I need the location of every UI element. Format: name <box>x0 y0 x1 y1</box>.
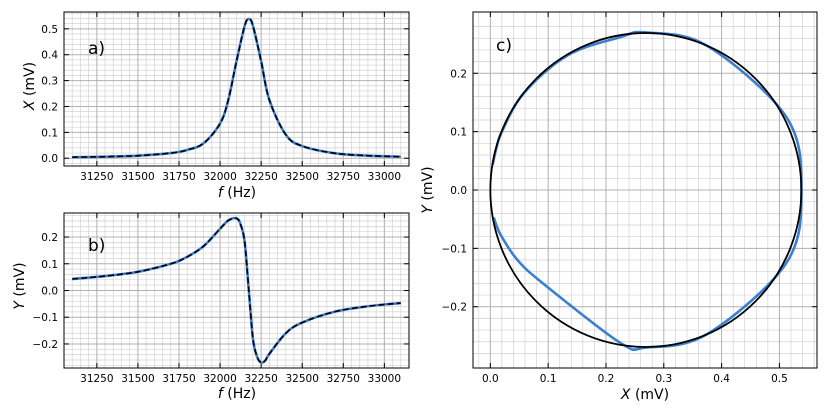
x-tick-label-b: 33000 <box>368 373 401 385</box>
ylabel-a: X (mV) <box>22 62 38 111</box>
series-group-c <box>489 30 803 352</box>
xlabel-a-unit: (Hz) <box>227 185 256 201</box>
x-tick-label-b: 32750 <box>327 373 360 385</box>
plot-frame-c <box>472 11 818 369</box>
panel-c: c) X (mV) Y (mV) 0.0 0.1 0.2 0.3 0.4 0.5 −0.2 −… <box>420 11 818 403</box>
grid-a <box>64 12 409 166</box>
x-tick-label-a: 33000 <box>368 171 401 183</box>
x-tick-label-a: 31500 <box>121 171 154 183</box>
x-tick-label-c: 0.0 <box>482 373 499 385</box>
y-tick-label-b: 0.2 <box>41 232 58 244</box>
y-tick-label-a: 0.3 <box>41 76 58 88</box>
ylabel-c-unit: (mV) <box>420 166 436 200</box>
xlabel-c: X (mV) <box>620 387 669 403</box>
y-tick-label-a: 0.1 <box>41 127 58 139</box>
plot-frame-b <box>63 212 410 369</box>
x-tick-label-b: 32500 <box>286 373 319 385</box>
ylabel-a-var: X <box>22 100 38 111</box>
x-tick-label-c: 0.3 <box>655 373 672 385</box>
series-group-a <box>72 17 401 159</box>
x-tick-label-b: 31250 <box>80 373 113 385</box>
panel-label-b: b) <box>88 236 105 256</box>
ylabel-c: Y (mV) <box>420 166 436 213</box>
fit-line-b <box>72 217 401 364</box>
ylabel-b-var: Y <box>12 300 28 310</box>
ylabel-b-unit: (mV) <box>12 262 28 296</box>
grid-c <box>473 12 817 368</box>
y-tick-label-c: −0.1 <box>442 243 468 255</box>
x-tick-label-a: 32500 <box>286 171 319 183</box>
x-tick-label-b: 32250 <box>244 373 277 385</box>
x-tick-label-a: 31250 <box>80 171 113 183</box>
y-tick-label-a: 0.2 <box>41 101 58 113</box>
x-tick-label-a: 32000 <box>203 171 236 183</box>
panel-label-c: c) <box>496 36 512 56</box>
grid-b <box>64 213 409 368</box>
y-tick-label-a: 0.0 <box>41 153 58 165</box>
x-tick-label-a: 32750 <box>327 171 360 183</box>
xlabel-a-var: f <box>218 185 225 201</box>
y-tick-label-b: −0.1 <box>33 312 59 324</box>
x-tick-label-a: 31750 <box>162 171 195 183</box>
y-tick-label-b: −0.2 <box>33 339 59 351</box>
y-tick-label-b: 0.1 <box>41 259 58 271</box>
xlabel-b: f (Hz) <box>218 386 256 402</box>
x-tick-label-b: 32000 <box>203 373 236 385</box>
y-tick-label-a: 0.4 <box>41 50 58 62</box>
x-tick-label-b: 31500 <box>121 373 154 385</box>
y-tick-label-b: 0.0 <box>41 286 58 298</box>
ylabel-c-var: Y <box>420 204 436 214</box>
x-tick-label-b: 31750 <box>162 373 195 385</box>
x-tick-label-c: 0.2 <box>598 373 615 385</box>
x-tick-label-c: 0.5 <box>771 373 788 385</box>
xlabel-c-unit: (mV) <box>635 387 669 403</box>
y-tick-label-c: 0.0 <box>450 185 467 197</box>
x-tick-label-c: 0.1 <box>540 373 557 385</box>
y-tick-label-c: 0.1 <box>450 127 467 139</box>
y-tick-label-c: −0.2 <box>442 302 468 314</box>
xlabel-b-var: f <box>218 386 225 402</box>
panel-b: b) f (Hz) Y (mV) 31250 31500 31750 32000 322… <box>12 212 410 402</box>
xlabel-c-var: X <box>620 387 631 403</box>
x-tick-label-a: 32250 <box>244 171 277 183</box>
x-tick-label-c: 0.4 <box>713 373 730 385</box>
xlabel-a: f (Hz) <box>218 185 256 201</box>
plot-frame-a <box>63 11 410 167</box>
measured-line-a <box>72 17 401 159</box>
y-tick-label-a: 0.5 <box>41 24 58 36</box>
ylabel-a-unit: (mV) <box>22 62 38 96</box>
ylabel-b: Y (mV) <box>12 262 28 309</box>
panel-a: a) f (Hz) X (mV) 31250 31500 31750 32000 322… <box>22 11 410 201</box>
panel-label-a: a) <box>88 39 105 59</box>
y-tick-label-c: 0.2 <box>450 68 467 80</box>
xlabel-b-unit: (Hz) <box>227 386 256 402</box>
series-group-b <box>72 216 401 365</box>
fit-circle-c <box>489 32 803 348</box>
